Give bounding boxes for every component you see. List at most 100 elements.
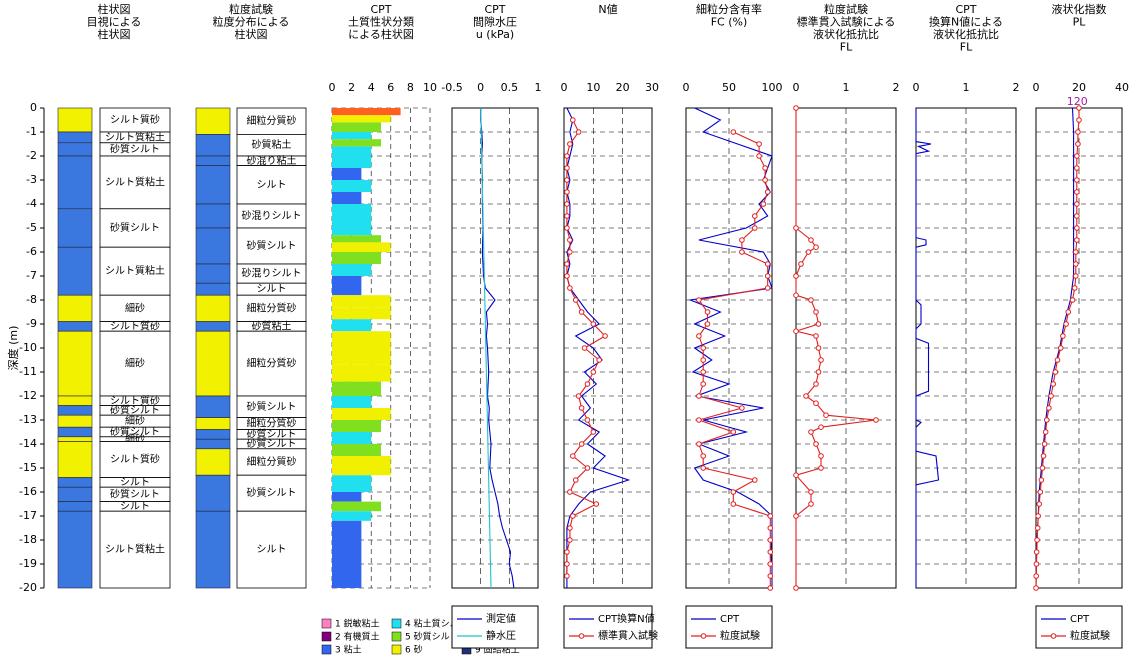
class-bar xyxy=(332,139,381,146)
y-tick-label: -5 xyxy=(26,221,37,234)
data-point xyxy=(1075,202,1080,207)
panel-title: CPT xyxy=(484,3,505,16)
data-point xyxy=(565,190,570,195)
soil-layer xyxy=(196,228,230,264)
class-bar xyxy=(332,204,371,216)
x-tick-label: 8 xyxy=(407,81,414,94)
legend-label: 粒度試験 xyxy=(1070,629,1110,642)
x-tick-label: 20 xyxy=(616,81,630,94)
data-point xyxy=(1034,574,1039,579)
data-point xyxy=(1064,322,1069,327)
data-point xyxy=(794,106,799,111)
panel-title: u (kPa) xyxy=(476,28,514,41)
legend-label: 1 鋭敏粘土 xyxy=(335,618,380,630)
layer-name: 砂質シルト xyxy=(110,221,160,234)
soil-layer xyxy=(196,449,230,475)
data-point xyxy=(571,514,576,519)
legend-swatch xyxy=(322,619,331,628)
soil-layer xyxy=(58,143,92,156)
layer-name: 細砂 xyxy=(125,301,145,314)
soil-layer xyxy=(196,166,230,204)
data-point xyxy=(804,394,809,399)
y-tick-label: -3 xyxy=(26,173,37,186)
data-point xyxy=(809,238,814,243)
class-bar xyxy=(332,180,371,192)
data-point xyxy=(1075,178,1080,183)
data-point xyxy=(565,166,570,171)
class-bar xyxy=(332,235,381,242)
data-point xyxy=(701,370,706,375)
data-point xyxy=(1072,286,1077,291)
data-point xyxy=(565,562,570,567)
soil-layer xyxy=(58,478,92,488)
y-tick-label: -13 xyxy=(19,413,37,426)
class-bar xyxy=(332,408,391,420)
panel-title: 液状化抵抗比 xyxy=(933,27,999,41)
class-bar xyxy=(332,382,381,396)
panel-title: 柱状図 xyxy=(98,27,131,41)
layer-name: 砂質シルト xyxy=(247,400,297,413)
y-tick-label: -16 xyxy=(19,485,37,498)
data-point xyxy=(568,526,573,531)
data-point xyxy=(568,250,573,255)
class-bar xyxy=(332,276,361,295)
soil-layer xyxy=(58,427,92,437)
class-bar xyxy=(332,295,391,307)
data-point xyxy=(1073,250,1078,255)
x-tick-label: 0 xyxy=(793,81,800,94)
data-point xyxy=(768,562,773,567)
data-point xyxy=(731,490,736,495)
class-bar xyxy=(332,319,371,331)
data-point xyxy=(814,245,819,250)
data-point xyxy=(571,118,576,123)
data-point xyxy=(814,401,819,406)
x-tick-label: 0 xyxy=(477,81,484,94)
data-point xyxy=(591,322,596,327)
data-point xyxy=(731,130,736,135)
panel-title: 標準貫入試験による xyxy=(797,15,896,29)
data-point xyxy=(753,478,758,483)
data-point xyxy=(1070,298,1075,303)
x-tick-label: 0 xyxy=(1033,81,1040,94)
panel-title: 換算N値による xyxy=(929,15,1003,29)
class-bar xyxy=(332,492,361,502)
series-line xyxy=(699,132,770,588)
y-tick-label: -4 xyxy=(26,197,37,210)
panel-title: CPT xyxy=(955,3,976,16)
y-tick-label: -9 xyxy=(26,317,37,330)
data-point xyxy=(701,358,706,363)
soil-layer xyxy=(196,156,230,166)
data-point xyxy=(765,286,770,291)
class-bar xyxy=(332,115,391,122)
legend-marker xyxy=(1051,634,1056,639)
layer-name: シルト質砂 xyxy=(110,113,160,126)
legend-marker xyxy=(701,634,706,639)
soil-layer xyxy=(58,322,92,332)
soil-layer xyxy=(196,108,230,134)
x-tick-label: 100 xyxy=(762,81,783,94)
y-tick-label: 0 xyxy=(30,101,37,114)
class-bar xyxy=(332,146,371,156)
data-point xyxy=(1077,118,1082,123)
soil-layer xyxy=(196,295,230,321)
data-point xyxy=(705,322,710,327)
layer-name: 砂質シルト xyxy=(110,403,160,416)
data-point xyxy=(1058,346,1063,351)
data-point xyxy=(816,322,821,327)
soil-layer xyxy=(196,134,230,156)
data-point xyxy=(573,298,578,303)
layer-name: 細粒分質砂 xyxy=(247,417,297,430)
data-point xyxy=(568,286,573,291)
data-point xyxy=(806,250,811,255)
class-bar xyxy=(332,475,371,492)
y-axis-label: 深度 (m) xyxy=(6,326,20,371)
class-bar xyxy=(332,108,401,115)
data-point xyxy=(585,466,590,471)
data-point xyxy=(576,130,581,135)
legend-swatch xyxy=(392,619,401,628)
legend-marker xyxy=(579,634,584,639)
x-tick-label: 2 xyxy=(893,81,900,94)
y-tick-label: -19 xyxy=(19,557,37,570)
legend-label: CPT xyxy=(1070,614,1090,625)
y-tick-label: -15 xyxy=(19,461,37,474)
